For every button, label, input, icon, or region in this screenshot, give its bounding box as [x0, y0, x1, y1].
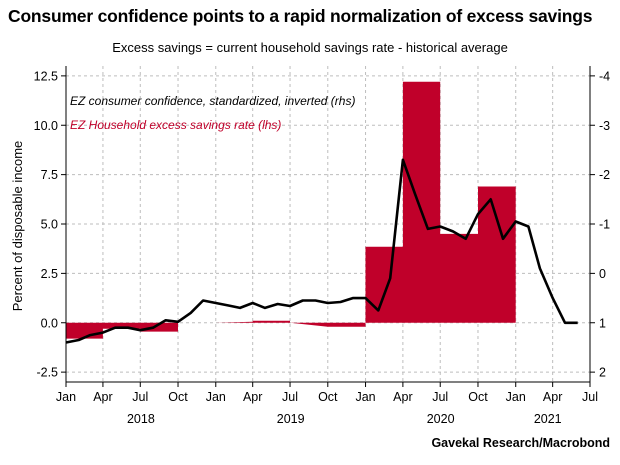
x-year-label: 2021: [534, 412, 562, 426]
y-left-tick-label: 2.5: [41, 267, 58, 281]
x-tick-label: Jan: [355, 390, 375, 404]
x-tick-label: Jan: [506, 390, 526, 404]
y-right-tick-label: 0: [599, 267, 606, 281]
y-left-tick-label: 0.0: [41, 316, 58, 330]
y-axis-label: Percent of disposable income: [10, 141, 25, 312]
x-tick-label: Jan: [56, 390, 76, 404]
x-tick-label: Apr: [393, 390, 412, 404]
y-right-tick-label: -2: [599, 168, 610, 182]
x-tick-label: Apr: [543, 390, 562, 404]
source-label: Gavekal Research/Macrobond: [431, 436, 610, 450]
y-left-tick-label: 5.0: [41, 218, 58, 232]
chart-subtitle: Excess savings = current household savin…: [112, 40, 508, 55]
x-tick-label: Apr: [93, 390, 112, 404]
x-tick-label: Apr: [243, 390, 262, 404]
x-tick-label: Jul: [132, 390, 148, 404]
savings-area: [66, 81, 516, 339]
y-right-tick-label: -1: [599, 218, 610, 232]
gridlines: [66, 66, 590, 382]
y-right-tick-label: -3: [599, 119, 610, 133]
x-tick-label: Jul: [582, 390, 598, 404]
y-left-tick-label: -2.5: [36, 366, 58, 380]
y-right-tick-label: 2: [599, 366, 606, 380]
y-right-tick-label: -4: [599, 69, 610, 83]
legend: EZ consumer confidence, standardized, in…: [70, 94, 355, 132]
axes-layer: -2.5 0.0 2.5 5.0 7.5 10.0 12.5 2 1 0 -1 -2 -3 -4 Jan Ap…: [34, 66, 610, 426]
x-tick-label: Jul: [432, 390, 448, 404]
x-year-label: 2019: [277, 412, 305, 426]
legend-savings: EZ Household excess savings rate (lhs): [70, 118, 281, 132]
y-right-tick-label: 1: [599, 316, 606, 330]
confidence-line: [65, 158, 578, 344]
x-tick-label: Oct: [318, 390, 338, 404]
x-tick-label: Jan: [206, 390, 226, 404]
series-layer: [65, 81, 578, 344]
x-year-label: 2020: [427, 412, 455, 426]
chart-title: Consumer confidence points to a rapid no…: [8, 6, 593, 26]
x-tick-label: Oct: [468, 390, 488, 404]
y-left-tick-label: 12.5: [34, 69, 58, 83]
x-tick-label: Oct: [168, 390, 188, 404]
x-year-label: 2018: [127, 412, 155, 426]
y-left-tick-label: 10.0: [34, 119, 58, 133]
y-left-tick-label: 7.5: [41, 168, 58, 182]
legend-confidence: EZ consumer confidence, standardized, in…: [70, 94, 355, 108]
x-tick-label: Jul: [282, 390, 298, 404]
